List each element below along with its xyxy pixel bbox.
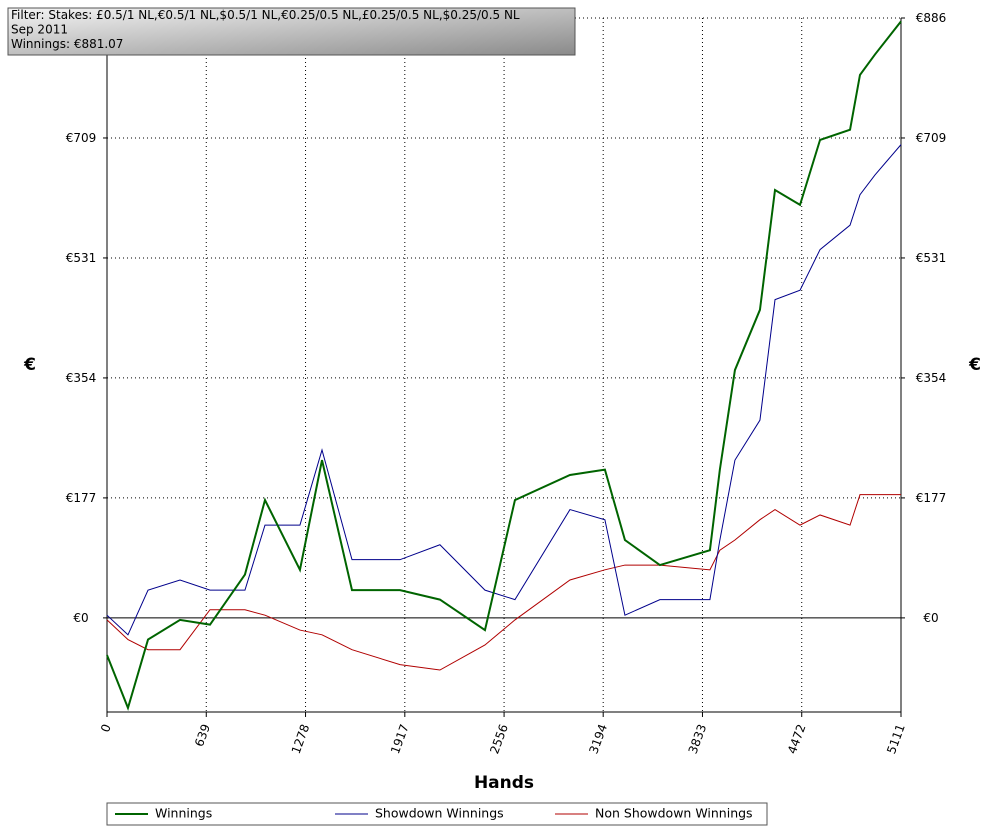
legend-label: Winnings	[155, 806, 212, 821]
y2-tick-label: €177	[916, 491, 947, 505]
y-tick-label: €177	[66, 491, 97, 505]
y2-tick-label: €354	[916, 371, 947, 385]
y2-tick-label: €531	[916, 251, 947, 265]
x-tick-label: 1278	[289, 722, 313, 755]
y-tick-label: €709	[66, 131, 97, 145]
x-tick-label: 2556	[487, 722, 511, 755]
x-tick-label: 3194	[586, 722, 610, 755]
filter-text: Sep 2011	[11, 22, 68, 36]
y-tick-label: €531	[66, 251, 97, 265]
series-line	[106, 20, 902, 712]
y2-tick-label: €0	[923, 611, 938, 625]
y2-tick-label: €709	[916, 131, 947, 145]
legend-box	[106, 802, 768, 826]
y2-tick-label: €886	[916, 11, 947, 25]
x-tick-label: 4472	[785, 722, 809, 755]
x-axis-label: Hands	[474, 773, 534, 793]
x-tick-label: 0	[98, 722, 114, 734]
y-tick-label: €0	[73, 611, 88, 625]
x-tick-label: 5111	[884, 722, 908, 755]
series-line	[106, 494, 901, 671]
legend-label: Showdown Winnings	[375, 806, 504, 821]
y-axis-label: €	[23, 355, 36, 375]
y-tick-label: €354	[66, 371, 97, 385]
legend-label: Non Showdown Winnings	[595, 806, 753, 821]
x-tick-label: 639	[192, 722, 213, 748]
x-tick-label: 1917	[388, 722, 412, 755]
filter-text: Winnings: €881.07	[11, 37, 123, 51]
filter-text: Filter: Stakes: £0.5/1 NL,€0.5/1 NL,$0.5…	[11, 8, 520, 22]
y2-axis-label: €	[968, 355, 981, 375]
filter-box	[7, 7, 576, 56]
x-tick-label: 3833	[686, 722, 710, 755]
